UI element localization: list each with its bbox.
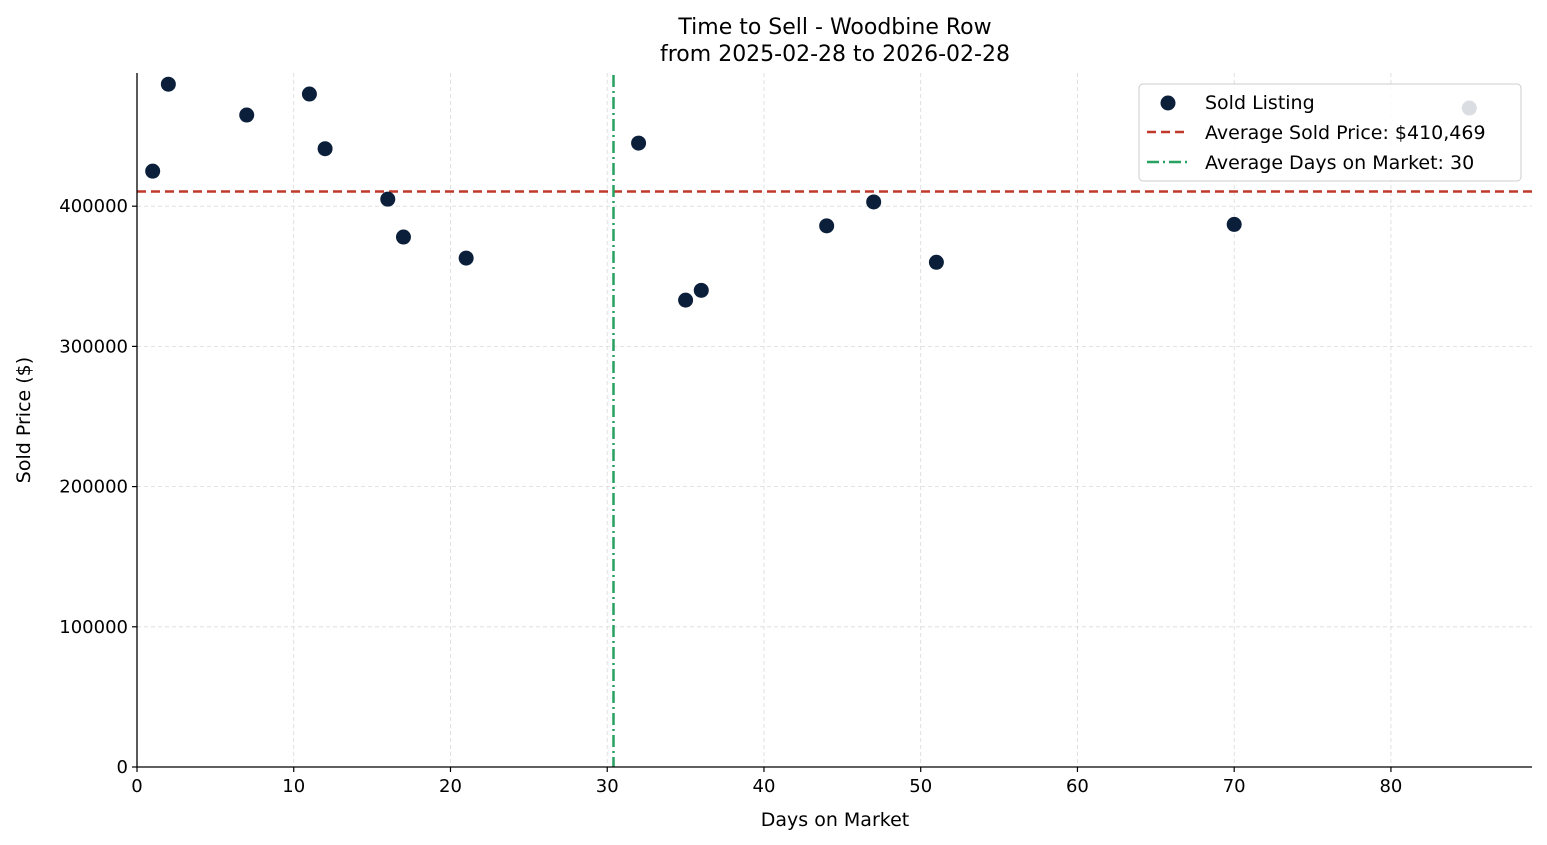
- y-tick-label: 200000: [59, 477, 128, 498]
- data-point: [1227, 217, 1242, 232]
- chart-subtitle: from 2025-02-28 to 2026-02-28: [660, 42, 1010, 67]
- data-point: [631, 136, 646, 151]
- data-point: [380, 192, 395, 207]
- y-tick-label: 100000: [59, 617, 128, 638]
- data-point: [929, 255, 944, 270]
- data-point: [694, 283, 709, 298]
- legend-average-days-label: Average Days on Market: 30: [1205, 152, 1474, 174]
- data-point: [459, 251, 474, 266]
- x-tick-label: 50: [909, 776, 932, 797]
- data-point: [145, 164, 160, 179]
- data-point: [161, 77, 176, 92]
- data-point: [819, 218, 834, 233]
- chart-title: Time to Sell - Woodbine Row: [677, 15, 991, 40]
- legend-sold-listing-marker: [1161, 96, 1176, 111]
- x-tick-label: 80: [1379, 776, 1402, 797]
- x-tick-label: 10: [282, 776, 305, 797]
- x-tick-label: 20: [439, 776, 462, 797]
- data-point: [302, 87, 317, 102]
- x-tick-label: 40: [753, 776, 776, 797]
- x-tick-label: 70: [1223, 776, 1246, 797]
- y-axis-label: Sold Price ($): [13, 357, 35, 483]
- axes: 0 10 20 30 40 50 60 70 80 0 100000 200000 300000 4000…: [59, 73, 1532, 797]
- data-point: [866, 194, 881, 209]
- data-point: [239, 108, 254, 123]
- legend-average-price-label: Average Sold Price: $410,469: [1205, 122, 1486, 144]
- legend-sold-listing-label: Sold Listing: [1205, 92, 1315, 114]
- data-point: [396, 230, 411, 245]
- y-tick-label: 400000: [59, 196, 128, 217]
- x-axis-label: Days on Market: [761, 809, 909, 831]
- x-tick-label: 60: [1066, 776, 1089, 797]
- y-tick-label: 0: [117, 757, 128, 778]
- data-point: [678, 293, 693, 308]
- legend: Sold Listing Average Sold Price: $410,46…: [1139, 84, 1521, 181]
- x-tick-label: 0: [131, 776, 142, 797]
- data-point: [318, 141, 333, 156]
- y-tick-label: 300000: [59, 336, 128, 357]
- x-tick-label: 30: [596, 776, 619, 797]
- scatter-chart: 0 10 20 30 40 50 60 70 80 0 100000 200000 300000 4000…: [0, 0, 1547, 845]
